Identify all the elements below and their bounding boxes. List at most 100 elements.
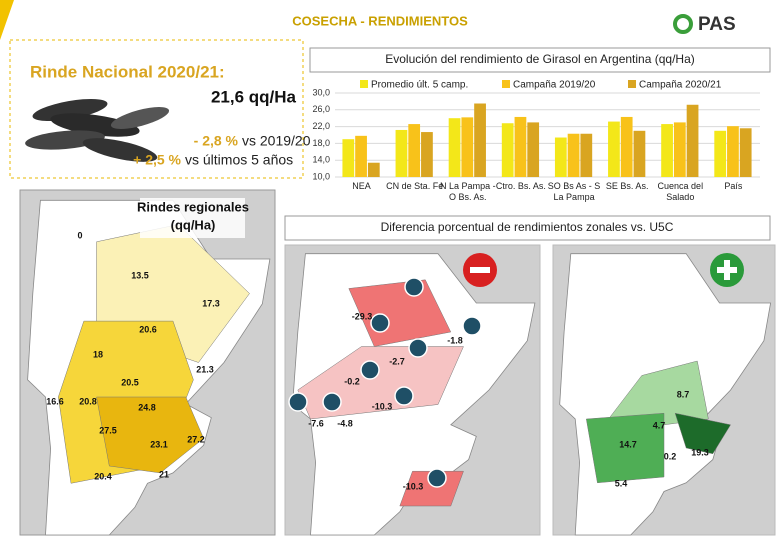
- plus-bar: [724, 260, 730, 280]
- y-tick-label: 26,0: [312, 104, 330, 114]
- map-zone: [586, 412, 665, 484]
- map-value-label: 20.6: [139, 324, 157, 334]
- chart-title: Evolución del rendimiento de Girasol en …: [385, 52, 695, 66]
- map-value-label: 24.8: [138, 402, 156, 412]
- bar: [448, 118, 461, 177]
- legend-swatch: [502, 80, 510, 88]
- map-value-label: 20.5: [121, 377, 139, 387]
- map-value-label: 21.3: [196, 364, 214, 374]
- map-value-label: 8.7: [677, 389, 690, 399]
- bar: [367, 162, 380, 177]
- risk-icon: [288, 392, 308, 412]
- bar: [501, 123, 514, 177]
- corner-deco: [0, 0, 14, 40]
- page-title: COSECHA - RENDIMIENTOS: [292, 13, 468, 28]
- risk-icon: [404, 277, 424, 297]
- map-value-label: 5.4: [615, 478, 628, 488]
- map-value-label: 18: [93, 349, 103, 359]
- map-value-label: -7.6: [308, 418, 324, 428]
- x-tick-label: País: [724, 181, 743, 191]
- risk-icon: [462, 316, 482, 336]
- national-box: [9, 39, 304, 179]
- bar: [633, 130, 646, 177]
- y-tick-label: 30,0: [312, 87, 330, 97]
- map-value-label: -0.2: [344, 376, 360, 386]
- map-zone: [674, 412, 731, 455]
- map-value-label: 13.5: [131, 270, 149, 280]
- bar: [527, 122, 540, 177]
- seeds: [25, 98, 170, 162]
- bar: [342, 139, 355, 177]
- bar: [567, 133, 580, 177]
- x-tick-label: N La Pampa - O Bs. As.: [440, 181, 496, 202]
- change-text: vs 2019/20: [242, 133, 311, 149]
- x-tick-label: Cuenca del Salado: [657, 181, 704, 202]
- map-value-label: 27.5: [99, 425, 117, 435]
- bar: [714, 130, 727, 177]
- legend-label: Promedio últ. 5 camp.: [371, 80, 468, 91]
- y-tick-label: 18,0: [312, 138, 330, 148]
- bar: [554, 137, 567, 177]
- map-title: Rindes regionales: [137, 199, 249, 214]
- risk-icon: [408, 338, 428, 358]
- map-value-label: 0.2: [664, 451, 677, 461]
- map-zone: [399, 470, 464, 507]
- bar: [608, 121, 620, 177]
- legend-label: Campaña 2019/20: [513, 80, 596, 91]
- bar: [408, 124, 421, 177]
- legend-swatch: [628, 80, 636, 88]
- x-tick-label: NEA: [352, 181, 371, 191]
- map-value-label: 19.3: [691, 447, 709, 457]
- bar: [474, 103, 486, 177]
- risk-icon: [360, 360, 380, 380]
- map-value-label: -10.3: [403, 481, 424, 491]
- change-text: vs últimos 5 años: [185, 152, 293, 168]
- legend-label: Campaña 2020/21: [639, 80, 722, 91]
- bar: [461, 117, 474, 177]
- bar: [739, 128, 752, 177]
- map-value-label: 21: [159, 469, 169, 479]
- bar: [421, 132, 433, 177]
- map-value-label: 17.3: [202, 298, 220, 308]
- map-value-label: -2.7: [389, 356, 405, 366]
- risk-icon: [394, 386, 414, 406]
- map-value-label: -10.3: [372, 401, 393, 411]
- risk-icon: [370, 313, 390, 333]
- legend-swatch: [360, 80, 368, 88]
- risk-icon: [427, 468, 447, 488]
- map-value-label: 27.2: [187, 434, 205, 444]
- map-value-label: -4.8: [337, 418, 353, 428]
- bar: [395, 129, 408, 177]
- chart-title-box: [309, 47, 771, 73]
- y-tick-label: 14,0: [312, 155, 330, 165]
- map-unit: (qq/Ha): [171, 217, 216, 232]
- x-tick-label: SE Bs. As.: [605, 181, 649, 191]
- bar: [355, 135, 367, 177]
- map-value-label: 23.1: [150, 439, 168, 449]
- logo: PAS: [698, 14, 736, 35]
- difference-title: Diferencia porcentual de rendimientos zo…: [381, 220, 674, 234]
- map-zone: [96, 396, 204, 474]
- national-title: Rinde Nacional 2020/21:: [30, 62, 225, 81]
- logo-icon: [673, 14, 693, 34]
- bar: [727, 126, 739, 177]
- map-value-label: -1.8: [447, 335, 463, 345]
- map-value-label: 20.4: [94, 471, 112, 481]
- y-tick-label: 10,0: [312, 171, 330, 181]
- map-value-label: 16.6: [46, 396, 64, 406]
- map-title-bg: [140, 198, 245, 238]
- change-value: + 2,5 %: [133, 152, 181, 168]
- x-tick-label: Ctro. Bs. As.: [495, 181, 546, 191]
- bar: [661, 124, 673, 177]
- bar: [620, 116, 633, 177]
- bar: [514, 116, 527, 177]
- map-value-label: 4.7: [653, 420, 666, 430]
- difference-title-box: [284, 215, 771, 241]
- map-value-label: 14.7: [619, 439, 637, 449]
- bar: [686, 104, 699, 177]
- risk-icon: [322, 392, 342, 412]
- bar: [580, 133, 593, 177]
- x-tick-label: CN de Sta. Fe: [386, 181, 444, 191]
